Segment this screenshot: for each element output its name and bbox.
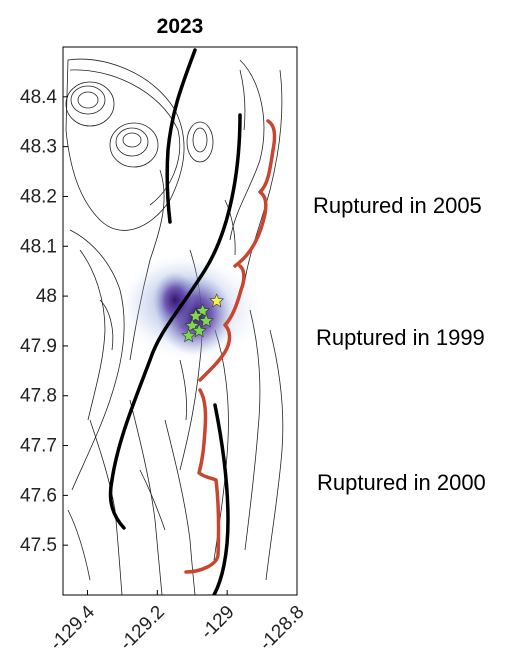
- rupture-label-2005: Ruptured in 2005: [313, 193, 482, 218]
- x-tick-label: -129.4: [46, 601, 99, 654]
- epicenter-star-green: [181, 328, 197, 343]
- epicenter-markers: [181, 293, 225, 343]
- y-tick-label: 47.5: [20, 535, 57, 556]
- x-axis: -129.4 -129.2 -129 -128.8: [46, 590, 309, 655]
- rupture-label-1999: Ruptured in 1999: [316, 325, 485, 350]
- rupture-labels: Ruptured in 2005 Ruptured in 1999 Ruptur…: [313, 193, 486, 495]
- plot-frame: [62, 46, 298, 596]
- rupture-bracket-2005: [233, 119, 277, 268]
- rupture-label-2000: Ruptured in 2000: [317, 470, 486, 495]
- epicenter-star-green: [198, 313, 214, 328]
- y-tick-label: 47.9: [20, 336, 57, 357]
- map-title: 2023: [157, 15, 204, 38]
- epicenter-star-green: [191, 323, 207, 338]
- x-tick-label: -128.8: [256, 602, 309, 655]
- y-tick-label: 47.6: [20, 485, 57, 506]
- y-tick-label: 48.2: [20, 186, 57, 207]
- y-tick-label: 48.3: [20, 137, 57, 158]
- epicenter-star-green: [184, 318, 200, 333]
- y-tick-label: 48.4: [20, 87, 57, 108]
- rupture-bracket-2000: [184, 388, 221, 574]
- epicenter-star-yellow: [209, 293, 225, 308]
- epicenter-star-green: [188, 308, 204, 323]
- y-tick-label: 48: [36, 286, 57, 307]
- y-tick-label: 48.1: [20, 236, 57, 257]
- rupture-brackets: [184, 119, 277, 574]
- y-tick-label: 47.7: [20, 436, 57, 457]
- rupture-bracket-1999: [198, 264, 246, 382]
- y-tick-label: 47.8: [20, 386, 57, 407]
- x-tick-label: -129: [197, 602, 239, 644]
- fault-traces: [108, 48, 242, 595]
- y-axis: 48.4 48.3 48.2 48.1 48 47.9 47.8 47.7 47.6 47.5: [20, 87, 68, 556]
- x-tick-label: -129.2: [116, 602, 169, 655]
